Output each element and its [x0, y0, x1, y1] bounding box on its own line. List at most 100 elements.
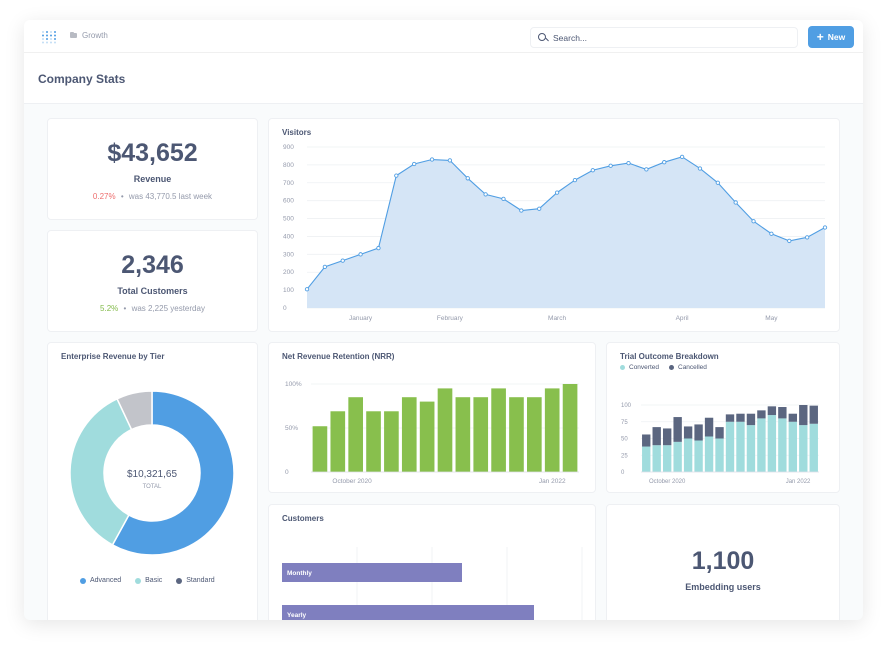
trial-y-tick: 50	[621, 437, 628, 443]
breadcrumb[interactable]: Growth	[70, 31, 108, 40]
visitors-card[interactable]: Visitors 900 800 700 600 500 400 300 200 100 0 Jan…	[268, 118, 840, 332]
visitors-point	[697, 166, 703, 171]
total-customers-card[interactable]: 2,346 Total Customers 5.2% • was 2,225 y…	[47, 230, 258, 332]
trial-cancelled-bar	[788, 413, 798, 422]
trial-cancelled-bar	[694, 424, 703, 441]
legend-item-basic[interactable]: Basic	[135, 577, 162, 584]
visitors-point	[572, 177, 578, 183]
visitors-y-tick: 200	[283, 269, 294, 276]
nrr-bar	[491, 388, 506, 472]
legend-item-standard[interactable]: Standard	[176, 577, 215, 584]
basic-dot-icon	[135, 577, 142, 584]
revenue-separator: •	[120, 192, 124, 201]
visitors-point	[662, 160, 667, 165]
revenue-value: $43,652	[107, 139, 198, 167]
nrr-bar	[473, 397, 489, 472]
page-title: Company Stats	[38, 72, 126, 86]
legend-cancelled-label: Cancelled	[678, 364, 707, 371]
legend-item-cancelled[interactable]: Cancelled	[669, 364, 707, 371]
legend-advanced-label: Advanced	[90, 577, 122, 584]
nrr-title: Net Revenue Retention (NRR)	[282, 352, 395, 361]
trial-converted-bar	[757, 418, 766, 472]
visitors-point	[679, 154, 685, 159]
donut-center-value: $10,321,65	[127, 469, 177, 480]
trial-converted-bar	[767, 415, 777, 472]
enterprise-tier-card[interactable]: Enterprise Revenue by Tier $10,321,65 TOT…	[47, 342, 258, 620]
breadcrumb-label[interactable]: Growth	[82, 31, 108, 40]
visitors-point	[822, 225, 828, 230]
trial-y-tick: 0	[621, 470, 625, 476]
trial-converted-bar	[746, 425, 756, 472]
visitors-point	[483, 192, 488, 197]
visitors-point	[626, 160, 631, 166]
visitors-y-tick: 900	[283, 144, 294, 151]
trial-outcome-card[interactable]: Trial Outcome Breakdown Converted Cancel…	[606, 342, 840, 493]
visitors-x-label: May	[765, 315, 778, 322]
nrr-bar	[366, 411, 381, 472]
trial-converted-bar	[704, 436, 714, 472]
nrr-bar	[401, 397, 417, 472]
revenue-card[interactable]: $43,652 Revenue 0.27% • was 43,770.5 las…	[47, 118, 258, 220]
trial-converted-bar	[652, 445, 661, 472]
nrr-y-tick: 100%	[285, 381, 302, 388]
legend-item-converted[interactable]: Converted	[620, 364, 659, 371]
trial-cancelled-bar	[799, 405, 808, 426]
trial-cancelled-bar	[673, 417, 682, 442]
metabase-logo-icon[interactable]	[41, 30, 57, 44]
search-input[interactable]	[553, 32, 773, 43]
tier-slice-advanced	[111, 390, 235, 556]
search-icon	[538, 32, 548, 43]
nrr-bar	[419, 401, 435, 472]
visitors-y-tick: 0	[283, 305, 287, 312]
customers-card[interactable]: Customers Monthly Yearly	[268, 504, 596, 620]
visitors-point	[412, 161, 417, 167]
enterprise-tier-title: Enterprise Revenue by Tier	[61, 352, 165, 361]
trial-y-tick: 25	[621, 453, 628, 459]
trial-cancelled-bar	[809, 405, 818, 424]
converted-dot-icon	[620, 365, 625, 370]
standard-dot-icon	[176, 577, 183, 584]
visitors-y-tick: 400	[283, 233, 294, 240]
trial-cancelled-bar	[746, 413, 756, 426]
nrr-bar	[348, 397, 363, 472]
trial-cancelled-bar	[736, 413, 745, 422]
trial-y-tick: 100	[621, 403, 632, 409]
customers-title: Customers	[282, 514, 324, 523]
dashboard-header: Company Stats	[24, 53, 863, 104]
legend-converted-label: Converted	[629, 364, 659, 371]
customers-bar-label: Yearly	[287, 612, 307, 619]
enterprise-tier-chart: $10,321,65 TOTAL	[69, 390, 235, 556]
new-button[interactable]: + New	[808, 26, 854, 48]
embedding-users-card[interactable]: 1,100 Embedding users	[606, 504, 840, 620]
visitors-x-label: April	[676, 315, 690, 322]
visitors-point	[376, 245, 381, 251]
visitors-point	[394, 173, 399, 178]
visitors-point	[715, 180, 720, 185]
nrr-bar	[562, 384, 578, 472]
visitors-point	[644, 167, 649, 172]
visitors-point	[501, 196, 506, 202]
trial-cancelled-bar	[704, 417, 714, 437]
trial-converted-bar	[683, 438, 693, 472]
visitors-point	[608, 163, 613, 168]
trial-cancelled-bar	[778, 407, 787, 419]
customers-chart: Monthly Yearly	[282, 547, 583, 620]
search-box[interactable]	[530, 27, 798, 48]
trial-cancelled-bar	[652, 427, 661, 446]
total-customers-compare-text: was 2,225 yesterday	[131, 304, 205, 313]
visitors-point	[322, 264, 328, 270]
nrr-chart: 100% 50% 0 October 2020 Jan 2022	[285, 381, 579, 485]
visitors-line	[306, 156, 826, 290]
trial-converted-bar	[642, 446, 651, 472]
nrr-bar	[330, 411, 346, 472]
nrr-card[interactable]: Net Revenue Retention (NRR) 100% 50% 0 Octo…	[268, 342, 596, 493]
visitors-point	[787, 238, 792, 244]
cancelled-dot-icon	[669, 365, 674, 370]
nrr-bar	[544, 388, 560, 472]
folder-icon	[70, 31, 77, 38]
trial-converted-bar	[725, 421, 735, 472]
legend-item-advanced[interactable]: Advanced	[80, 577, 121, 584]
total-customers-compare: 5.2% • was 2,225 yesterday	[48, 304, 257, 313]
revenue-label: Revenue	[133, 174, 172, 184]
trial-converted-bar	[809, 423, 818, 472]
